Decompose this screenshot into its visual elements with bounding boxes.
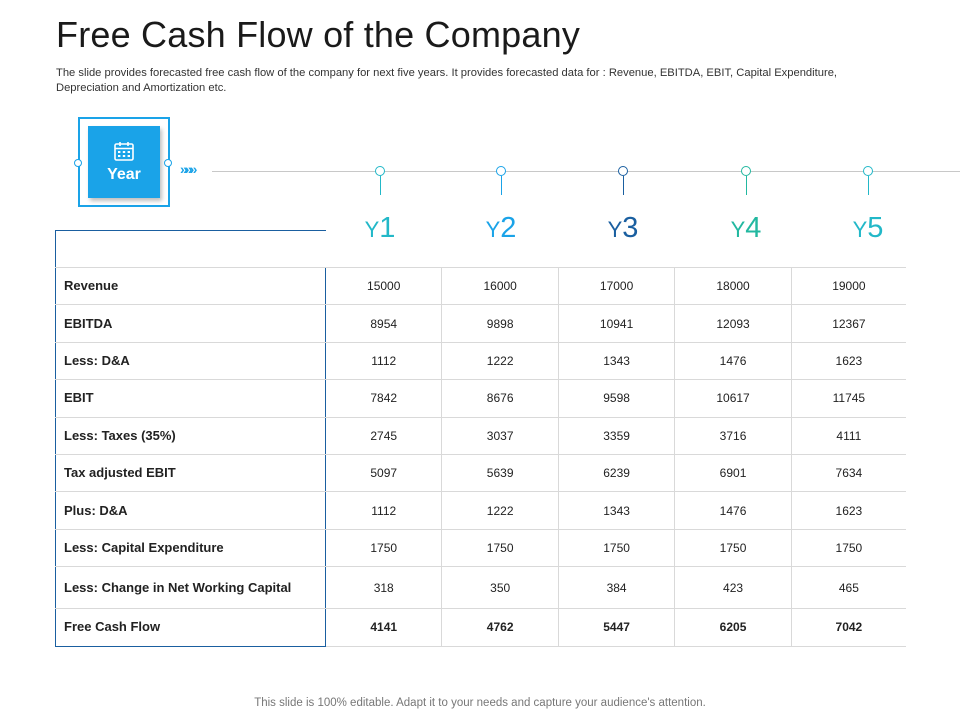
row-value: 11745 [791, 379, 906, 418]
header-label-cell [55, 230, 326, 268]
footer-note: This slide is 100% editable. Adapt it to… [254, 697, 706, 709]
timeline-marker-y2 [496, 166, 506, 196]
row-value: 423 [674, 566, 792, 610]
row-value: 12367 [791, 304, 906, 343]
table-row: Revenue 15000 16000 17000 18000 19000 [55, 267, 906, 306]
row-value: 7842 [325, 379, 443, 418]
row-label: Less: Taxes (35%) [55, 417, 326, 455]
row-label: EBIT [55, 379, 326, 418]
row-value: 5447 [558, 608, 676, 647]
row-value: 6205 [674, 608, 792, 647]
cash-flow-table: Revenue 15000 16000 17000 18000 19000 EBITDA 89… [55, 230, 906, 647]
table-row: EBIT 7842 8676 9598 10617 11745 [55, 379, 906, 418]
row-value: 10941 [558, 304, 676, 343]
row-value: 1112 [325, 342, 443, 381]
row-value: 1222 [441, 342, 559, 381]
table-row: Less: Capital Expenditure 1750 1750 1750 175… [55, 529, 906, 568]
calendar-icon [114, 142, 134, 161]
row-value: 1750 [791, 529, 906, 568]
year-tile: Year [88, 126, 160, 198]
row-value: 4762 [441, 608, 559, 647]
table-row: Tax adjusted EBIT 5097 5639 6239 6901 7634 [55, 454, 906, 493]
row-label: Plus: D&A [55, 491, 326, 530]
timeline-line [212, 171, 960, 172]
row-value: 4111 [791, 417, 906, 455]
row-value: 2745 [325, 417, 443, 455]
page-subtitle: The slide provides forecasted free cash … [56, 67, 838, 94]
table-row: Plus: D&A 1112 1222 1343 1476 1623 [55, 491, 906, 530]
row-value: 18000 [674, 267, 792, 306]
row-value: 3359 [558, 417, 676, 455]
row-value: 5097 [325, 454, 443, 493]
timeline-marker-y1 [375, 166, 385, 196]
table-row: Less: Taxes (35%) 2745 3037 3359 3716 4111 [55, 417, 906, 455]
year-box: Year [78, 117, 170, 207]
row-label: EBITDA [55, 304, 326, 343]
row-value: 1343 [558, 342, 676, 381]
row-value: 6901 [674, 454, 792, 493]
row-label: Less: Capital Expenditure [55, 529, 326, 568]
row-value: 12093 [674, 304, 792, 343]
timeline-marker-y5 [863, 166, 873, 196]
row-value: 4141 [325, 608, 443, 647]
row-label: Revenue [55, 267, 326, 306]
table-row: Less: Change in Net Working Capital 318 35… [55, 566, 906, 610]
table-header-row [55, 230, 906, 268]
row-value: 1476 [674, 342, 792, 381]
row-value: 9898 [441, 304, 559, 343]
row-value: 16000 [441, 267, 559, 306]
row-value: 1476 [674, 491, 792, 530]
row-value: 5639 [441, 454, 559, 493]
row-value: 1750 [674, 529, 792, 568]
year-label: Year [107, 166, 141, 183]
row-label: Tax adjusted EBIT [55, 454, 326, 493]
table-row: Free Cash Flow 4141 4762 5447 6205 7042 [55, 608, 906, 647]
row-value: 3037 [441, 417, 559, 455]
row-value: 384 [558, 566, 676, 610]
page-title: Free Cash Flow of the Company [56, 14, 581, 55]
row-value: 19000 [791, 267, 906, 306]
row-value: 1343 [558, 491, 676, 530]
row-value: 1623 [791, 342, 906, 381]
row-value: 1750 [441, 529, 559, 568]
row-value: 10617 [674, 379, 792, 418]
row-value: 7634 [791, 454, 906, 493]
row-value: 350 [441, 566, 559, 610]
connector-dot-left [74, 159, 82, 167]
table-row: Less: D&A 1112 1222 1343 1476 1623 [55, 342, 906, 381]
row-value: 1112 [325, 491, 443, 530]
row-value: 1750 [558, 529, 676, 568]
table-row: EBITDA 8954 9898 10941 12093 12367 [55, 304, 906, 343]
row-label: Less: Change in Net Working Capital [55, 566, 326, 610]
row-value: 8676 [441, 379, 559, 418]
row-value: 1750 [325, 529, 443, 568]
chevron-arrows-icon: »»» [180, 161, 197, 177]
row-value: 1222 [441, 491, 559, 530]
row-value: 7042 [791, 608, 906, 647]
row-label: Free Cash Flow [55, 608, 326, 647]
row-value: 3716 [674, 417, 792, 455]
row-label: Less: D&A [55, 342, 326, 381]
row-value: 15000 [325, 267, 443, 306]
row-value: 9598 [558, 379, 676, 418]
row-value: 8954 [325, 304, 443, 343]
timeline-marker-y4 [741, 166, 751, 196]
row-value: 6239 [558, 454, 676, 493]
row-value: 1623 [791, 491, 906, 530]
row-value: 318 [325, 566, 443, 610]
timeline-marker-y3 [618, 166, 628, 196]
row-value: 17000 [558, 267, 676, 306]
connector-dot-right [164, 159, 172, 167]
row-value: 465 [791, 566, 906, 610]
